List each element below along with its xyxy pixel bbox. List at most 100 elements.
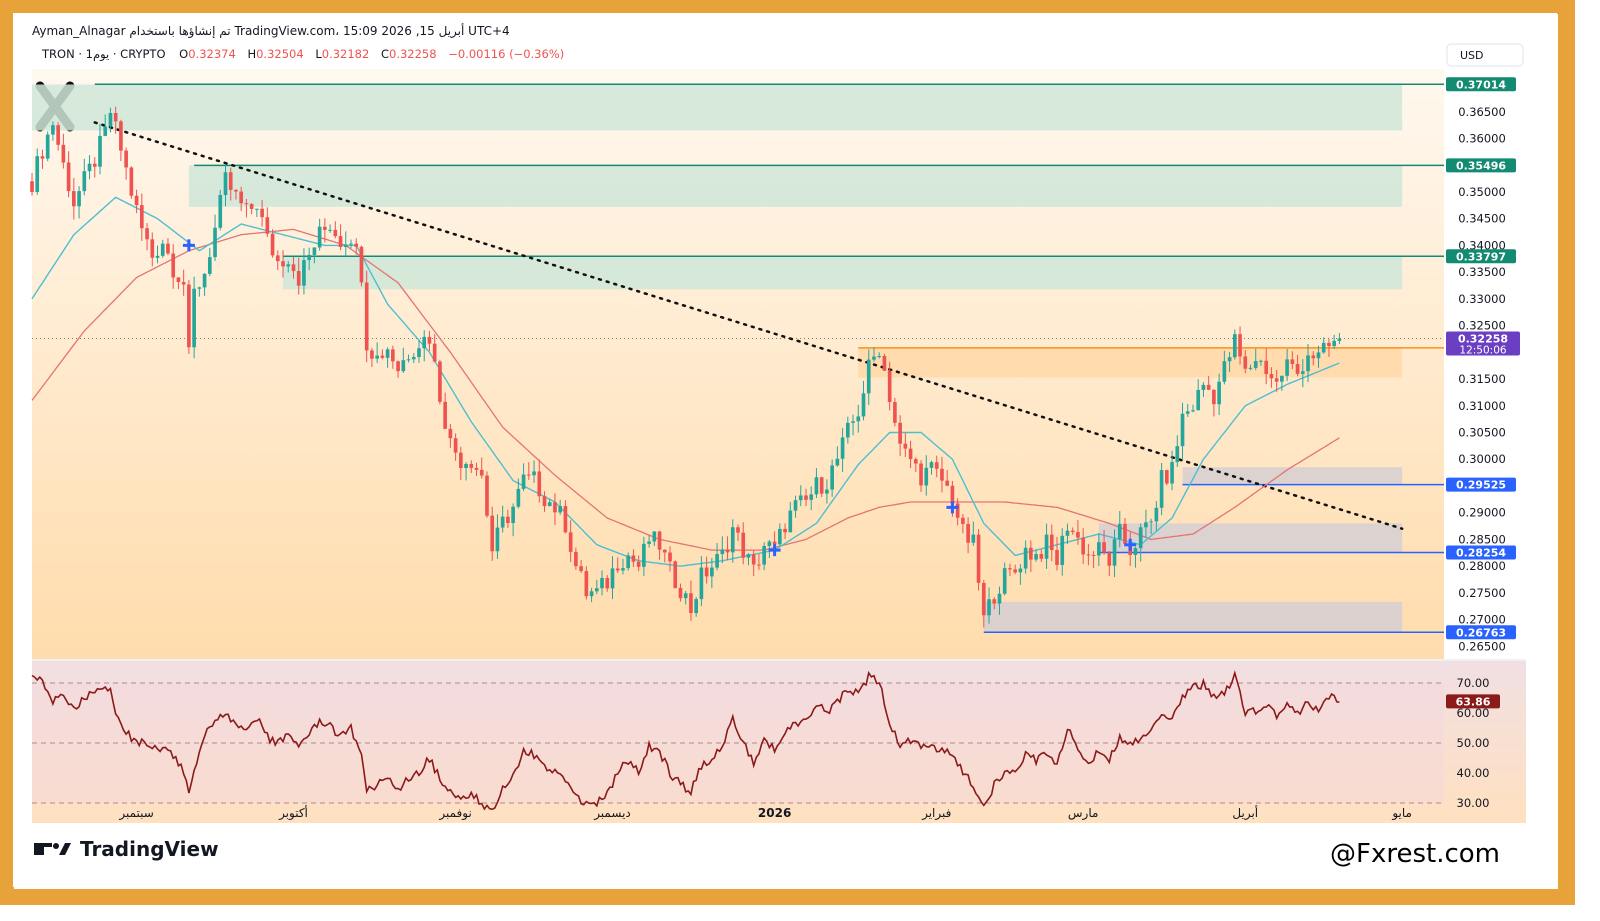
- candle-body: [516, 488, 521, 507]
- candle-body: [798, 495, 803, 501]
- candle-body: [1107, 552, 1112, 566]
- candle-body: [1332, 340, 1337, 347]
- candle-body: [945, 480, 950, 486]
- candle-body: [882, 356, 887, 371]
- signal-marker: [768, 544, 781, 557]
- candle-body: [187, 284, 191, 348]
- candle-body: [1076, 532, 1080, 538]
- candle-body: [145, 228, 149, 240]
- candle-body: [1081, 537, 1085, 555]
- candle-body: [443, 401, 447, 429]
- candle-body: [589, 591, 594, 597]
- candle-body: [631, 555, 636, 562]
- candle-body: [265, 217, 270, 234]
- candle-body: [757, 564, 761, 566]
- candle-body: [72, 191, 76, 207]
- rsi-tick-label: 30.00: [1457, 796, 1490, 810]
- countdown-label: 12:50:06: [1459, 345, 1506, 357]
- candle-body: [825, 489, 829, 494]
- candle-body: [1097, 542, 1101, 556]
- candle-body: [898, 422, 902, 444]
- symbol-info: TRON · 1يوم · CRYPTO: [41, 47, 166, 62]
- candle-body: [919, 463, 923, 486]
- candle-body: [129, 167, 134, 196]
- high-value: 0.32504: [256, 47, 304, 61]
- price-tick-label: 0.30000: [1458, 452, 1506, 466]
- candle-body: [966, 523, 970, 543]
- candle-body: [819, 477, 824, 494]
- candle-body: [87, 163, 92, 172]
- price-tick-label: 0.34500: [1458, 212, 1506, 226]
- candle-body: [1232, 334, 1237, 358]
- candle-body: [479, 469, 484, 476]
- rsi-pane: 70.00 60.00 50.00 40.00 30.00 63.86: [31, 670, 1500, 811]
- candle-body: [1065, 530, 1070, 536]
- candle-body: [249, 204, 254, 209]
- candle-body: [1227, 357, 1232, 362]
- candle-body: [929, 462, 934, 468]
- candle-body: [1175, 446, 1180, 463]
- candle-body: [1206, 384, 1211, 390]
- candle-body: [788, 510, 793, 533]
- candle-body: [940, 468, 944, 481]
- candle-body: [113, 113, 118, 122]
- candle-body: [275, 255, 280, 262]
- candle-body: [56, 125, 60, 145]
- rsi-tick-label: 60.00: [1457, 706, 1490, 720]
- candle-body: [234, 189, 238, 192]
- candle-body: [464, 463, 468, 468]
- candle-body: [328, 229, 332, 231]
- price-tick-label: 0.33000: [1458, 292, 1506, 306]
- low-label: L: [315, 47, 322, 61]
- signal-marker: [182, 239, 195, 252]
- last-price-badge: [1446, 331, 1520, 356]
- level-badge-label: 0.28254: [1456, 547, 1506, 560]
- candle-body: [1248, 367, 1253, 369]
- candle-body: [934, 462, 939, 469]
- candle-body: [574, 551, 578, 567]
- candle-body: [1306, 355, 1310, 372]
- candle-body: [218, 195, 223, 228]
- time-tick-label: أكتوبر: [278, 805, 308, 821]
- candle-body: [364, 282, 369, 351]
- supply-zone-mid: [188, 165, 1403, 207]
- candle-body: [1008, 568, 1012, 570]
- candle-body: [134, 195, 139, 206]
- candle-body: [1300, 371, 1305, 374]
- level-badge: [1446, 77, 1516, 92]
- candle-body: [992, 599, 997, 604]
- candle-body: [1212, 389, 1216, 405]
- candle-body: [385, 349, 390, 358]
- open-label: O: [179, 47, 188, 61]
- level-labels: 0.370140.354960.337970.320820.295250.282…: [1446, 77, 1520, 640]
- level-badge: [1446, 249, 1516, 264]
- candle-body: [40, 156, 45, 159]
- time-axis[interactable]: سبتمبر أكتوبر نوفمبر ديسمبر 2026 فبراير مارس أب…: [118, 805, 1412, 821]
- candle-body: [694, 599, 698, 614]
- currency-button[interactable]: [1446, 43, 1524, 67]
- candle-body: [338, 236, 343, 248]
- candle-body: [621, 568, 625, 571]
- candle-body: [35, 156, 40, 192]
- candle-body: [1123, 523, 1127, 544]
- candle-body: [908, 448, 913, 460]
- candle-body: [417, 348, 421, 358]
- candle-body: [1117, 523, 1122, 540]
- price-tick-label: 0.26500: [1458, 639, 1506, 653]
- candle-body: [673, 561, 678, 588]
- candle-body: [981, 582, 986, 616]
- candle-body: [997, 593, 1002, 604]
- price-axis[interactable]: 0.36500 0.36000 0.35000 0.34500 0.34000 0.335…: [1444, 69, 1526, 657]
- price-tick-label: 0.36500: [1458, 105, 1506, 119]
- candle-body: [553, 502, 557, 513]
- last-price-label: 0.32258: [1458, 333, 1508, 346]
- candle-body: [124, 150, 128, 168]
- author-line: Ayman_Alnagar تم إنشاؤها باستخدام Tradin…: [32, 23, 510, 39]
- supply-zone-low: [283, 256, 1403, 290]
- candle-body: [851, 421, 855, 423]
- candles-layer: [30, 106, 1342, 628]
- candle-body: [511, 506, 515, 524]
- time-tick-label: سبتمبر: [118, 806, 153, 821]
- candle-body: [563, 506, 568, 533]
- candle-body: [584, 571, 589, 597]
